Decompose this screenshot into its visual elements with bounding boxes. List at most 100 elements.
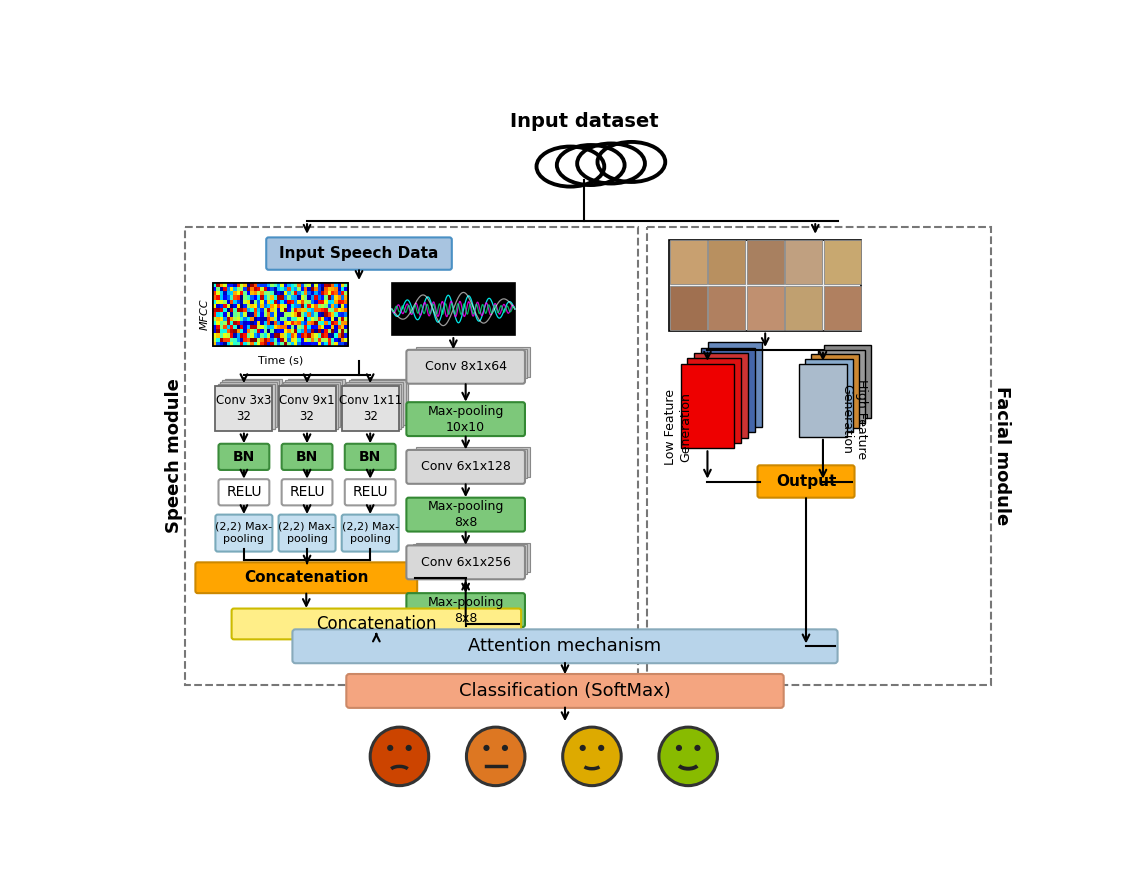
Text: RELU: RELU bbox=[226, 485, 262, 499]
FancyBboxPatch shape bbox=[220, 383, 277, 427]
FancyBboxPatch shape bbox=[341, 338, 344, 342]
FancyBboxPatch shape bbox=[230, 287, 234, 291]
FancyBboxPatch shape bbox=[282, 479, 333, 505]
FancyBboxPatch shape bbox=[291, 312, 294, 316]
Circle shape bbox=[483, 745, 489, 751]
FancyBboxPatch shape bbox=[334, 296, 337, 299]
FancyBboxPatch shape bbox=[285, 381, 342, 426]
FancyBboxPatch shape bbox=[270, 299, 274, 304]
FancyBboxPatch shape bbox=[260, 316, 263, 321]
FancyBboxPatch shape bbox=[287, 299, 291, 304]
FancyBboxPatch shape bbox=[287, 296, 291, 299]
FancyBboxPatch shape bbox=[308, 304, 311, 308]
FancyBboxPatch shape bbox=[234, 333, 237, 338]
FancyBboxPatch shape bbox=[318, 299, 321, 304]
FancyBboxPatch shape bbox=[347, 383, 404, 427]
FancyBboxPatch shape bbox=[344, 304, 348, 308]
FancyBboxPatch shape bbox=[318, 312, 321, 316]
FancyBboxPatch shape bbox=[321, 296, 324, 299]
Text: Max-pooling
8x8: Max-pooling 8x8 bbox=[428, 500, 504, 529]
FancyBboxPatch shape bbox=[217, 312, 220, 316]
FancyBboxPatch shape bbox=[287, 333, 291, 338]
Text: MFCC: MFCC bbox=[200, 299, 210, 330]
FancyBboxPatch shape bbox=[256, 291, 260, 296]
FancyBboxPatch shape bbox=[331, 342, 334, 346]
FancyBboxPatch shape bbox=[218, 384, 275, 429]
FancyBboxPatch shape bbox=[260, 325, 263, 329]
FancyBboxPatch shape bbox=[280, 299, 284, 304]
FancyBboxPatch shape bbox=[284, 299, 287, 304]
FancyBboxPatch shape bbox=[223, 338, 227, 342]
FancyBboxPatch shape bbox=[220, 312, 223, 316]
FancyBboxPatch shape bbox=[412, 350, 524, 380]
FancyBboxPatch shape bbox=[824, 240, 861, 284]
FancyBboxPatch shape bbox=[274, 329, 277, 333]
FancyBboxPatch shape bbox=[327, 296, 331, 299]
FancyBboxPatch shape bbox=[241, 287, 244, 291]
FancyBboxPatch shape bbox=[270, 304, 274, 308]
FancyBboxPatch shape bbox=[227, 296, 230, 299]
Text: Input Speech Data: Input Speech Data bbox=[279, 246, 439, 261]
FancyBboxPatch shape bbox=[301, 283, 304, 287]
FancyBboxPatch shape bbox=[277, 308, 280, 312]
FancyBboxPatch shape bbox=[270, 342, 274, 346]
FancyBboxPatch shape bbox=[274, 312, 277, 316]
Circle shape bbox=[466, 727, 524, 786]
FancyBboxPatch shape bbox=[298, 283, 301, 287]
FancyBboxPatch shape bbox=[318, 338, 321, 342]
FancyBboxPatch shape bbox=[805, 359, 853, 432]
FancyBboxPatch shape bbox=[230, 342, 234, 346]
FancyBboxPatch shape bbox=[327, 299, 331, 304]
FancyBboxPatch shape bbox=[250, 321, 253, 325]
FancyBboxPatch shape bbox=[230, 325, 234, 329]
FancyBboxPatch shape bbox=[304, 316, 308, 321]
FancyBboxPatch shape bbox=[270, 308, 274, 312]
FancyBboxPatch shape bbox=[284, 312, 287, 316]
FancyBboxPatch shape bbox=[301, 299, 304, 304]
FancyBboxPatch shape bbox=[324, 299, 327, 304]
FancyBboxPatch shape bbox=[311, 338, 315, 342]
FancyBboxPatch shape bbox=[315, 296, 318, 299]
FancyBboxPatch shape bbox=[406, 402, 524, 436]
FancyBboxPatch shape bbox=[277, 329, 280, 333]
FancyBboxPatch shape bbox=[220, 299, 223, 304]
FancyBboxPatch shape bbox=[270, 321, 274, 325]
FancyBboxPatch shape bbox=[217, 342, 220, 346]
FancyBboxPatch shape bbox=[227, 312, 230, 316]
Text: Input dataset: Input dataset bbox=[510, 112, 659, 131]
FancyBboxPatch shape bbox=[217, 329, 220, 333]
FancyBboxPatch shape bbox=[253, 333, 256, 338]
FancyBboxPatch shape bbox=[669, 240, 707, 284]
FancyBboxPatch shape bbox=[267, 238, 451, 270]
FancyBboxPatch shape bbox=[220, 325, 223, 329]
FancyBboxPatch shape bbox=[227, 316, 230, 321]
FancyBboxPatch shape bbox=[267, 325, 270, 329]
FancyBboxPatch shape bbox=[230, 321, 234, 325]
FancyBboxPatch shape bbox=[284, 291, 287, 296]
FancyBboxPatch shape bbox=[331, 321, 334, 325]
FancyBboxPatch shape bbox=[263, 333, 267, 338]
FancyBboxPatch shape bbox=[298, 342, 301, 346]
FancyBboxPatch shape bbox=[213, 287, 217, 291]
FancyBboxPatch shape bbox=[304, 299, 308, 304]
FancyBboxPatch shape bbox=[263, 304, 267, 308]
FancyBboxPatch shape bbox=[318, 291, 321, 296]
FancyBboxPatch shape bbox=[263, 342, 267, 346]
FancyBboxPatch shape bbox=[287, 287, 291, 291]
Text: BN: BN bbox=[233, 450, 255, 464]
FancyBboxPatch shape bbox=[284, 283, 287, 287]
FancyBboxPatch shape bbox=[213, 308, 217, 312]
FancyBboxPatch shape bbox=[227, 333, 230, 338]
FancyBboxPatch shape bbox=[304, 308, 308, 312]
FancyBboxPatch shape bbox=[315, 291, 318, 296]
FancyBboxPatch shape bbox=[291, 342, 294, 346]
FancyBboxPatch shape bbox=[263, 321, 267, 325]
FancyBboxPatch shape bbox=[256, 338, 260, 342]
FancyBboxPatch shape bbox=[324, 321, 327, 325]
Text: Attention mechanism: Attention mechanism bbox=[469, 637, 661, 655]
FancyBboxPatch shape bbox=[327, 287, 331, 291]
FancyBboxPatch shape bbox=[334, 342, 337, 346]
FancyBboxPatch shape bbox=[747, 286, 783, 330]
FancyBboxPatch shape bbox=[227, 321, 230, 325]
FancyBboxPatch shape bbox=[344, 333, 348, 338]
